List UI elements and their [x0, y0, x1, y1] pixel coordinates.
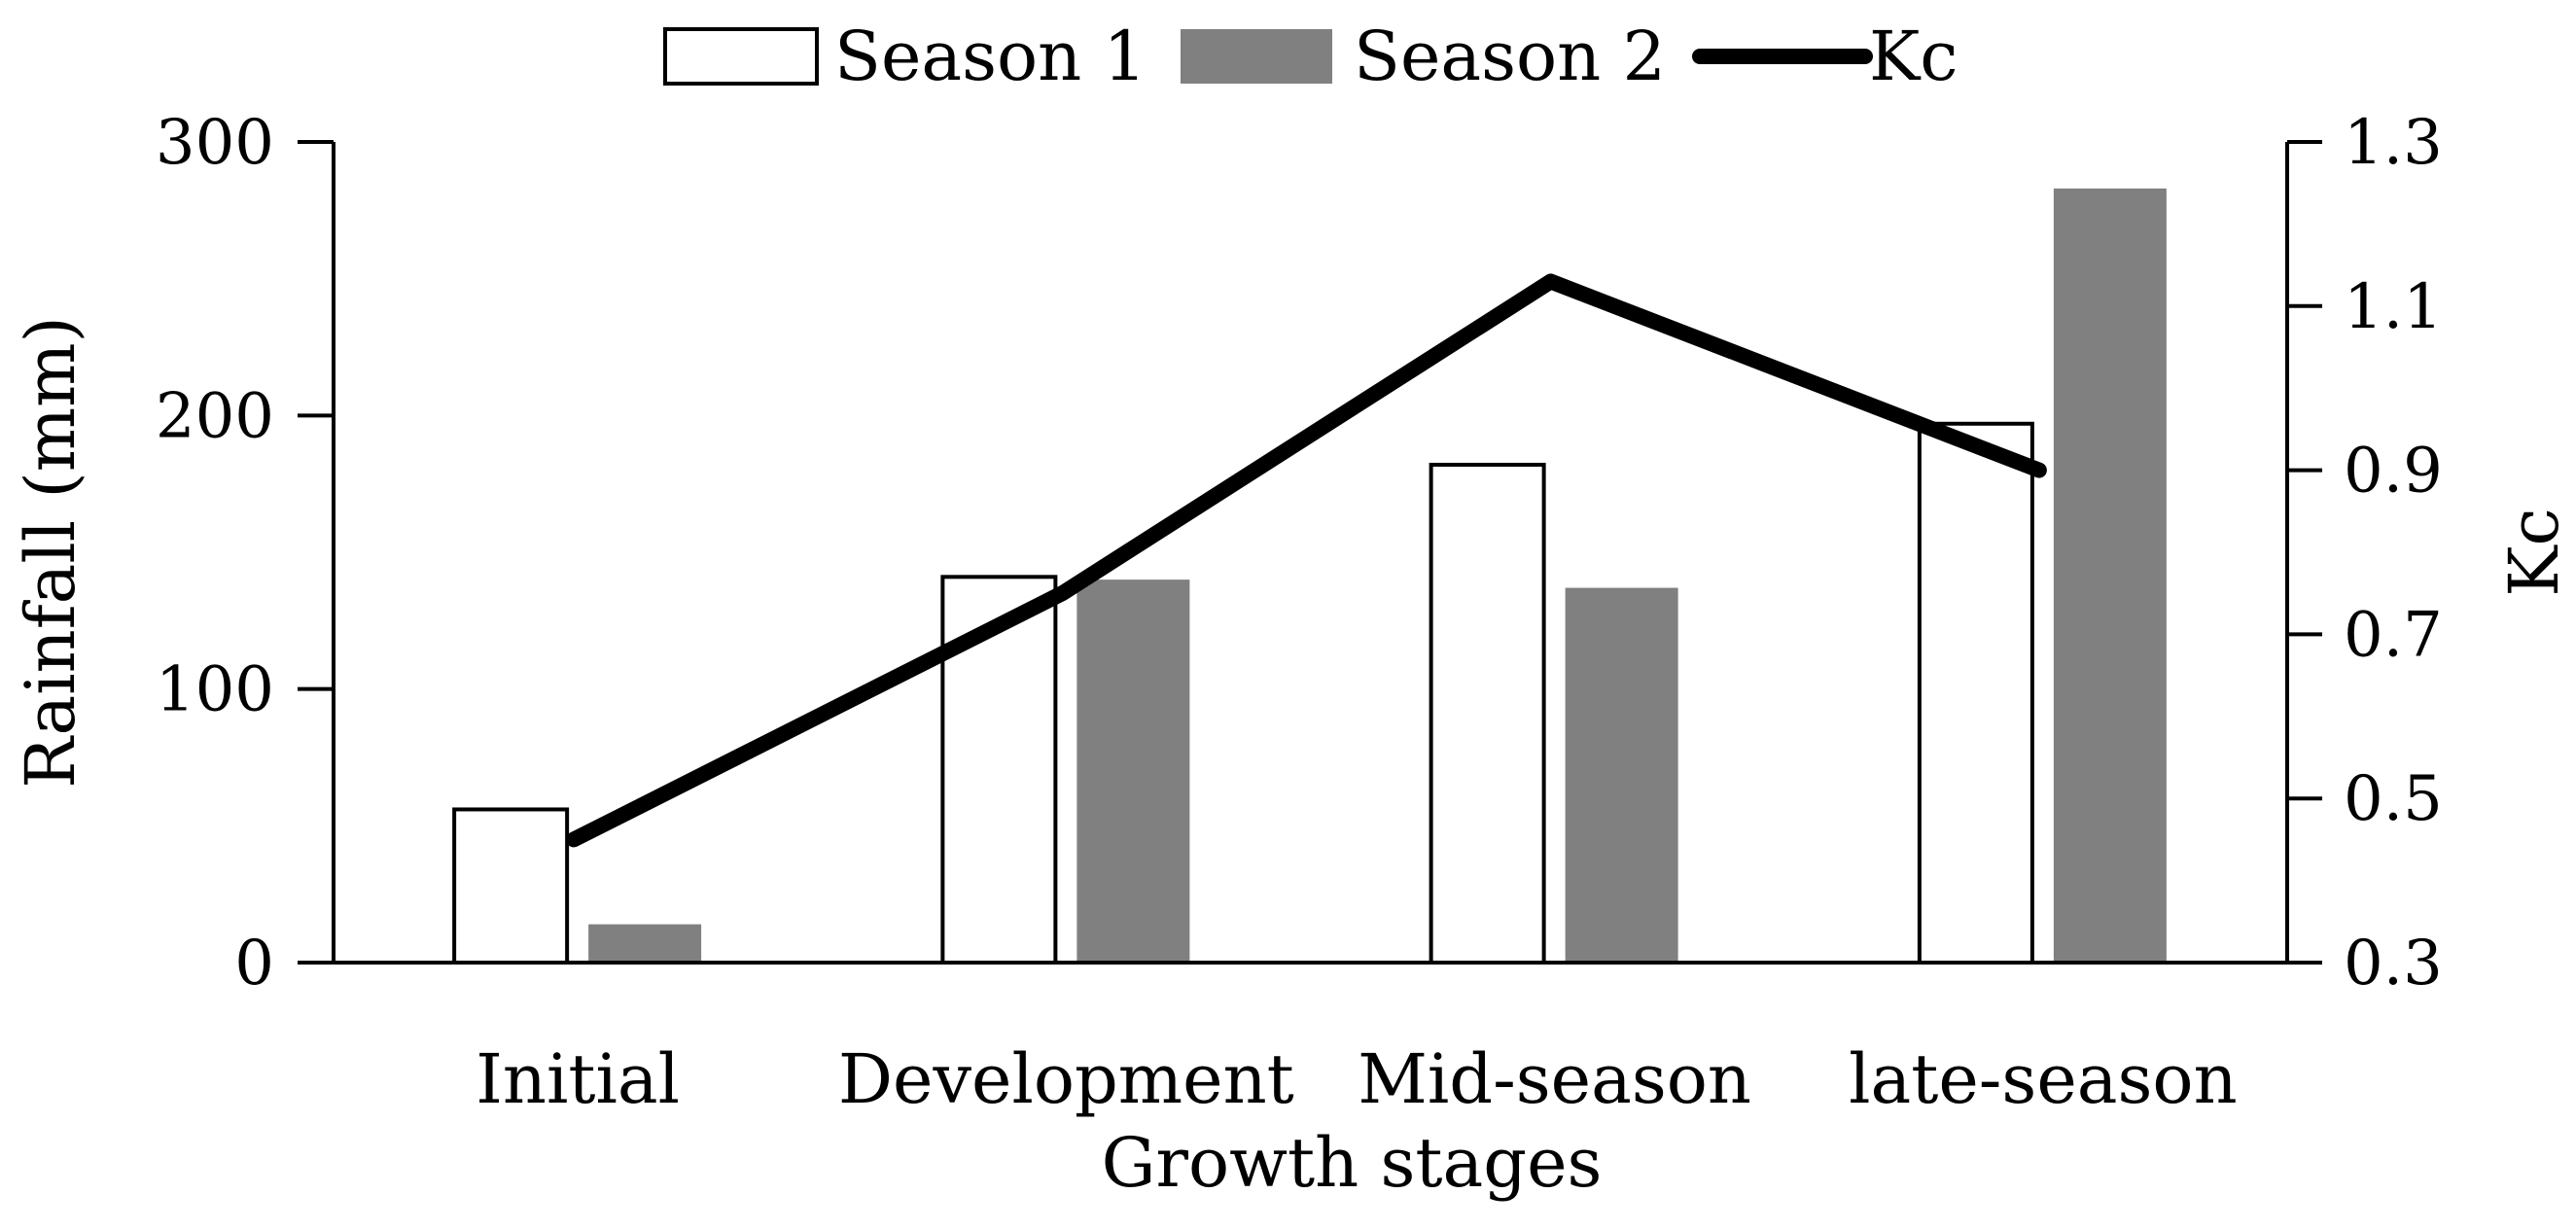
bar-season2-initial — [588, 924, 702, 963]
kc-point-mid-season — [1549, 280, 1552, 283]
y2-tick-label-0.3: 0.3 — [2344, 928, 2443, 1000]
y2-tick-label-1.1: 1.1 — [2344, 271, 2443, 343]
bar-season1-development — [940, 575, 1058, 965]
kc-line-group — [566, 273, 2047, 848]
legend: Season 1 Season 2 Kc — [663, 17, 1958, 96]
legend-season1-label: Season 1 — [834, 17, 1147, 96]
y-tick-label-200: 200 — [156, 380, 274, 452]
bar-season2-mid-season — [1565, 587, 1678, 963]
kc-point-late-season — [2037, 469, 2040, 472]
y2-tick-label-0.7: 0.7 — [2344, 599, 2443, 671]
y-ticks-right: 0.3 0.5 0.7 0.9 1.1 1.3 — [2287, 107, 2443, 1000]
x-category-late-season: late-season — [1849, 1039, 2238, 1119]
legend-season2-swatch — [1181, 29, 1332, 84]
y-tick-label-300: 300 — [156, 107, 274, 179]
y-tick-label-0: 0 — [234, 928, 274, 1000]
legend-season1-swatch — [663, 27, 819, 86]
kc-point-initial — [573, 838, 576, 841]
x-category-development: Development — [838, 1039, 1294, 1119]
bars-group — [452, 188, 2167, 966]
x-category-initial: Initial — [476, 1039, 680, 1119]
legend-kc-label: Kc — [1869, 17, 1958, 96]
x-category-mid-season: Mid-season — [1358, 1039, 1751, 1119]
bar-season1-initial — [452, 807, 570, 965]
kc-line — [566, 273, 2047, 848]
bar-season1-mid-season — [1429, 462, 1546, 965]
x-category-labels: Initial Development Mid-season late-season — [476, 1039, 2237, 1119]
y-tick-label-100: 100 — [156, 654, 274, 726]
bar-season2-late-season — [2053, 188, 2167, 963]
legend-season2-label: Season 2 — [1354, 17, 1666, 96]
y2-tick-label-1.3: 1.3 — [2344, 107, 2443, 179]
kc-point-development — [1061, 592, 1064, 595]
y2-tick-label-0.5: 0.5 — [2344, 763, 2443, 835]
x-axis-title: Growth stages — [1102, 1123, 1603, 1203]
bar-season1-late-season — [1917, 421, 2034, 966]
y2-tick-label-0.9: 0.9 — [2344, 436, 2443, 508]
y-axis-title-right: Kc — [2494, 508, 2574, 597]
bar-season2-development — [1076, 579, 1190, 963]
y-axis-title-left: Rainfall (mm) — [11, 316, 90, 789]
y-ticks-left: 0 100 200 300 — [156, 107, 334, 1000]
